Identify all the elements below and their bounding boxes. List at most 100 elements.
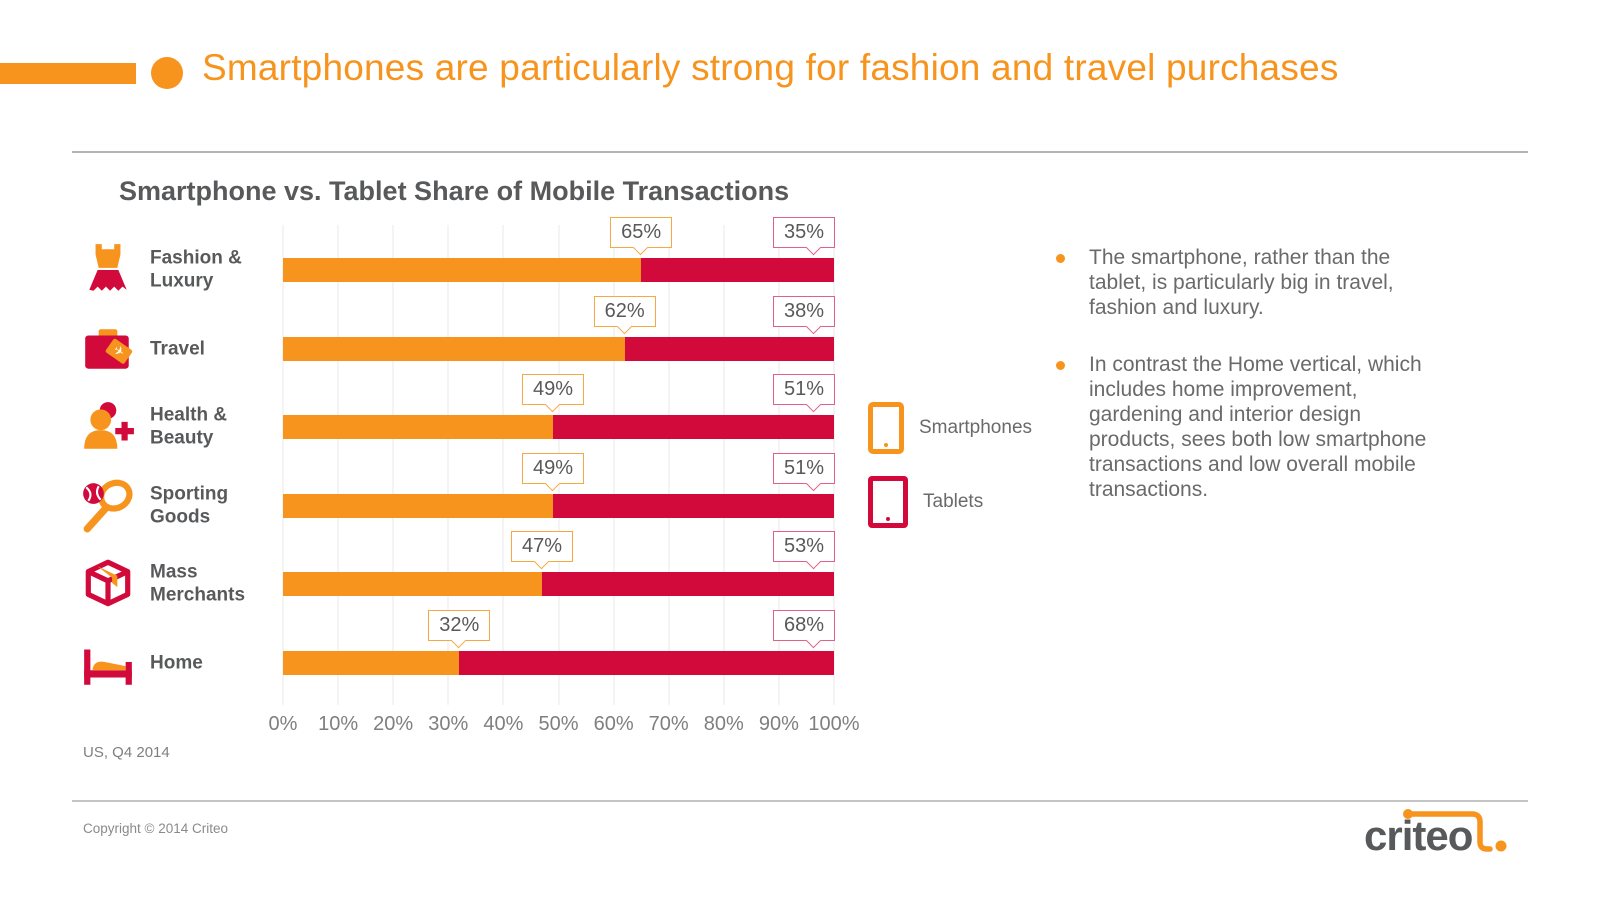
gridline xyxy=(668,225,670,705)
package-box-icon xyxy=(80,556,136,612)
note-item: The smartphone, rather than the tablet, … xyxy=(1052,246,1452,321)
smartphone-value-callout: 65% xyxy=(610,217,673,256)
callout-value: 38% xyxy=(783,300,824,322)
bar-track: 49% 51% xyxy=(283,374,835,439)
x-tick-label: 50% xyxy=(538,713,579,735)
x-tick-label: 10% xyxy=(318,713,359,735)
tablet-bar-segment xyxy=(552,494,834,518)
callout-value: 68% xyxy=(783,614,824,636)
smartphone-value-callout: 32% xyxy=(428,610,491,649)
x-tick-label: 90% xyxy=(758,713,799,735)
smartphone-bar-segment xyxy=(283,258,642,282)
bar-track: 65% 35% xyxy=(283,217,835,282)
x-tick-label: 20% xyxy=(373,713,414,735)
x-tick-label: 0% xyxy=(268,713,298,735)
dress-icon xyxy=(80,242,136,298)
callout-value: 62% xyxy=(604,300,645,322)
home-button-dot xyxy=(886,517,890,521)
stacked-bar-chart: Fashion & Luxury 65% 35% ✈ Travel xyxy=(80,215,860,760)
category-label: Travel xyxy=(150,338,205,360)
criteo-logo-text: criteo xyxy=(1364,812,1473,859)
tablet-value-callout: 38% xyxy=(772,296,835,335)
tablet-bar-segment xyxy=(552,415,834,439)
chart-title: Smartphone vs. Tablet Share of Mobile Tr… xyxy=(119,176,790,206)
smartphone-value-callout: 62% xyxy=(593,296,656,335)
smartphone-value-callout: 49% xyxy=(521,374,584,413)
home-button-dot xyxy=(884,443,888,447)
x-tick-label: 30% xyxy=(428,713,469,735)
x-tick-label: 100% xyxy=(808,713,860,735)
category-label: Sporting Goods xyxy=(150,483,229,528)
legend-item-smartphones: Smartphones xyxy=(868,402,1032,454)
tablet-bar-segment xyxy=(459,651,834,675)
chart-legend: Smartphones Tablets xyxy=(868,402,1032,550)
callout-value: 32% xyxy=(439,614,480,636)
tablet-value-callout: 51% xyxy=(772,453,835,492)
chart-row-sporting-goods: Sporting Goods 49% 51% xyxy=(80,453,860,533)
tennis-racket-icon xyxy=(80,478,136,534)
gridline xyxy=(282,225,284,705)
tablet-bar-segment xyxy=(641,258,834,282)
callout-value: 65% xyxy=(621,221,662,243)
gridline xyxy=(502,225,504,705)
header-bullet-icon xyxy=(151,57,183,89)
category-label: Fashion & Luxury xyxy=(150,247,242,292)
legend-item-tablets: Tablets xyxy=(868,476,1032,528)
smartphone-bar-segment xyxy=(283,651,460,675)
source-note: US, Q4 2014 xyxy=(83,744,170,761)
bar-track: 32% 68% xyxy=(283,610,835,675)
top-divider xyxy=(72,151,1528,153)
smartphone-bar-segment xyxy=(283,494,553,518)
slide-title: Smartphones are particularly strong for … xyxy=(202,47,1339,88)
tablet-icon xyxy=(868,476,908,528)
smartphone-bar-segment xyxy=(283,415,553,439)
callout-value: 51% xyxy=(783,378,824,400)
legend-label: Smartphones xyxy=(919,417,1033,438)
x-tick-label: 70% xyxy=(648,713,689,735)
person-medical-cross-icon xyxy=(80,399,136,455)
tablet-bar-segment xyxy=(624,337,834,361)
callout-value: 51% xyxy=(783,457,824,479)
note-text: In contrast the Home vertical, which inc… xyxy=(1089,352,1427,501)
gridline xyxy=(447,225,449,705)
category-label: Home xyxy=(150,652,203,674)
category-label: Mass Merchants xyxy=(150,561,246,606)
tablet-bar-segment xyxy=(541,572,834,596)
chart-row-travel: ✈ Travel 62% 38% xyxy=(80,296,860,369)
header-accent-bar xyxy=(0,63,136,84)
gridline xyxy=(613,225,615,705)
bar-track: 49% 51% xyxy=(283,453,835,518)
legend-label: Tablets xyxy=(923,491,984,512)
criteo-logo: criteo xyxy=(1364,809,1507,859)
chart-row-fashion-luxury: Fashion & Luxury 65% 35% xyxy=(80,217,860,292)
bullet-icon xyxy=(1056,360,1065,370)
bottom-divider xyxy=(72,800,1528,802)
bar-track: 62% 38% xyxy=(283,296,835,361)
x-tick-label: 80% xyxy=(703,713,744,735)
bar-track: 47% 53% xyxy=(283,531,835,596)
chart-row-health-beauty: Health & Beauty 49% 51% xyxy=(80,374,860,449)
smartphone-bar-segment xyxy=(283,337,625,361)
bullet-icon xyxy=(1056,254,1065,263)
gridline xyxy=(337,225,339,705)
smartphone-icon xyxy=(868,402,904,454)
tablet-value-callout: 51% xyxy=(772,374,835,413)
x-tick-label: 40% xyxy=(483,713,524,735)
notes-panel: The smartphone, rather than the tablet, … xyxy=(1052,246,1452,535)
tablet-value-callout: 68% xyxy=(772,610,835,649)
callout-value: 49% xyxy=(532,378,573,400)
smartphone-value-callout: 49% xyxy=(521,453,584,492)
callout-value: 53% xyxy=(783,535,824,557)
copyright-text: Copyright © 2014 Criteo xyxy=(83,821,229,836)
chart-row-home: Home 32% 68% xyxy=(80,610,860,685)
chart-row-mass-merchants: Mass Merchants 47% 53% xyxy=(80,531,860,607)
note-item: In contrast the Home vertical, which inc… xyxy=(1052,353,1452,503)
callout-value: 47% xyxy=(521,535,562,557)
x-tick-label: 60% xyxy=(593,713,634,735)
note-text: The smartphone, rather than the tablet, … xyxy=(1089,246,1394,319)
category-label: Health & Beauty xyxy=(150,404,228,449)
gridline xyxy=(723,225,725,705)
suitcase-icon: ✈ xyxy=(80,321,136,377)
gridline xyxy=(392,225,394,705)
